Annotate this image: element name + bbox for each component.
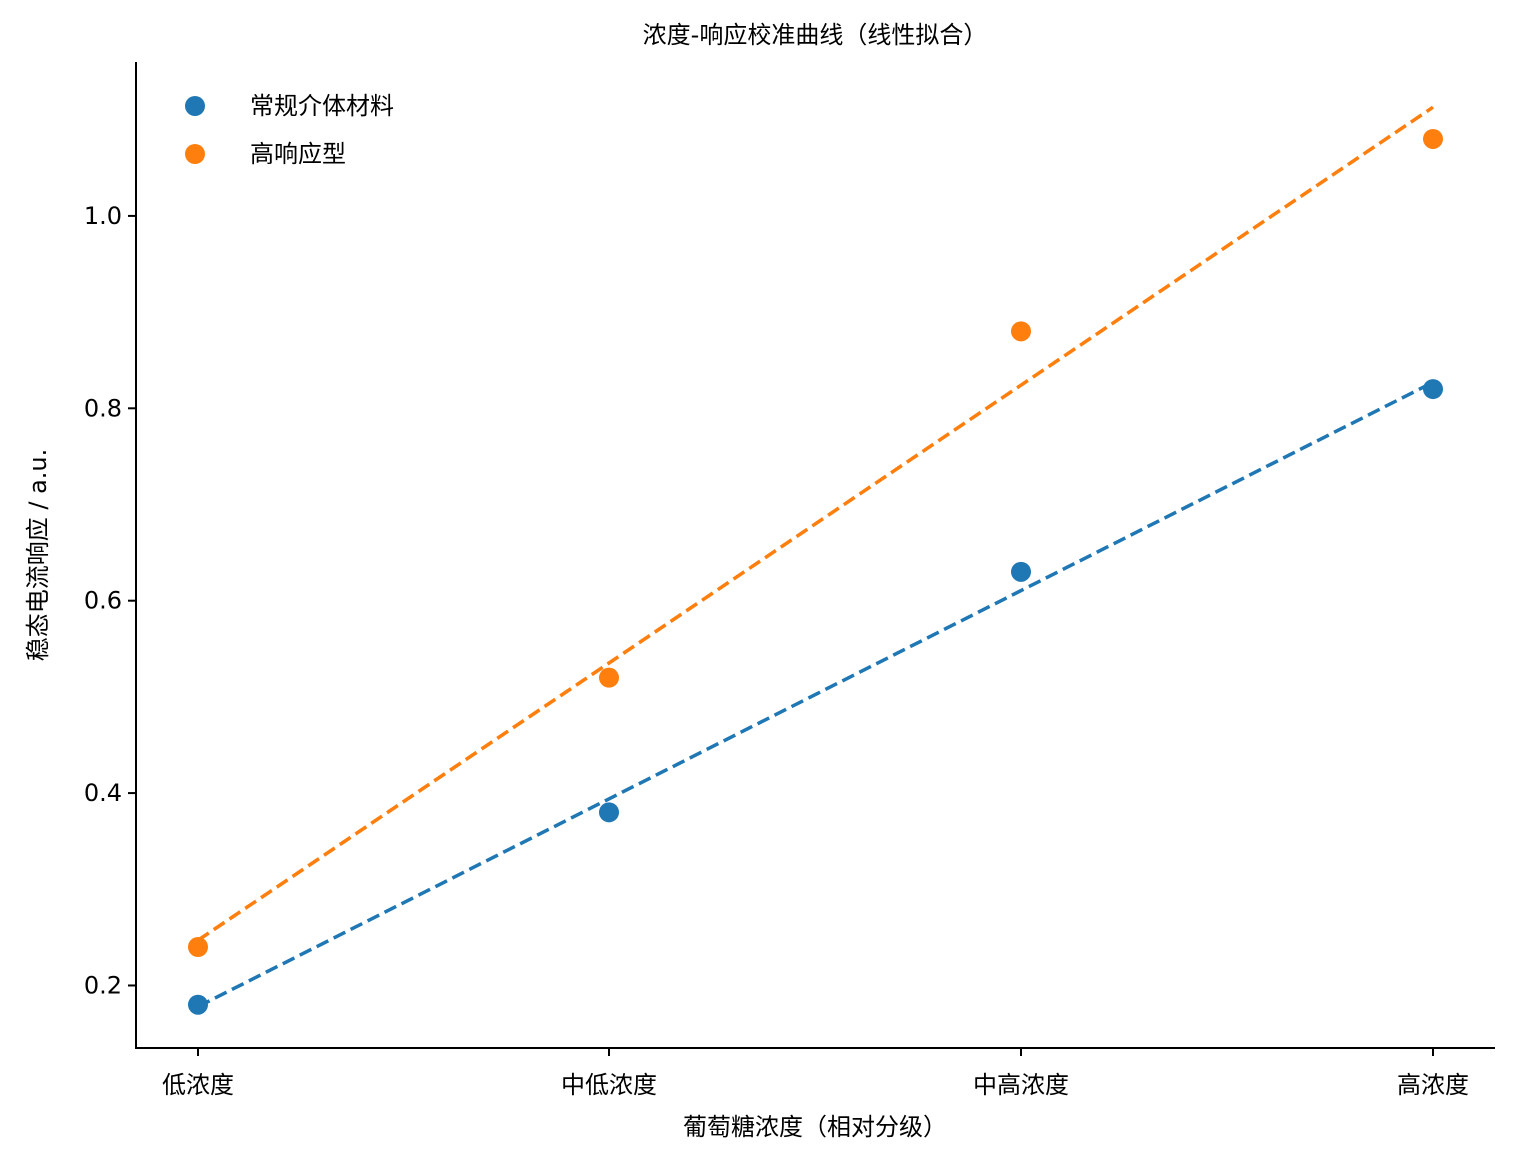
y-axis-label: 稳态电流响应 / a.u. <box>24 449 52 662</box>
y-tick-label: 0.4 <box>84 779 122 807</box>
data-point-s1-3 <box>1423 128 1443 149</box>
x-tick-label: 中低浓度 <box>561 1071 657 1099</box>
y-tick-label: 1.0 <box>84 202 122 230</box>
legend-label-1: 高响应型 <box>250 140 346 168</box>
x-axis-label: 葡萄糖浓度（相对分级） <box>683 1113 947 1141</box>
x-tick-label: 高浓度 <box>1397 1071 1469 1099</box>
data-point-s0-3 <box>1423 379 1443 400</box>
data-point-s0-0 <box>188 994 208 1015</box>
fit-line-0 <box>197 380 1434 1009</box>
x-tick-label: 中高浓度 <box>973 1071 1069 1099</box>
data-point-s1-1 <box>599 667 619 688</box>
data-point-s1-2 <box>1011 321 1031 342</box>
legend-marker-0 <box>185 96 205 116</box>
y-tick-label: 0.8 <box>84 394 122 422</box>
fit-lines <box>197 105 1434 1009</box>
chart-title: 浓度-响应校准曲线（线性拟合） <box>643 21 988 49</box>
legend-label-0: 常规介体材料 <box>250 92 394 120</box>
y-tick-label: 0.2 <box>84 971 122 999</box>
fit-line-1 <box>197 105 1434 942</box>
y-tick-label: 0.6 <box>84 587 122 615</box>
data-point-s0-1 <box>599 802 619 823</box>
legend-marker-1 <box>185 144 205 164</box>
y-ticks: 0.2 0.4 0.6 0.8 1.0 <box>84 202 136 999</box>
x-tick-label: 低浓度 <box>162 1071 234 1099</box>
data-points <box>188 128 1443 1015</box>
data-point-s0-2 <box>1011 561 1031 582</box>
x-ticks: 低浓度 中低浓度 中高浓度 高浓度 <box>162 1048 1469 1099</box>
data-point-s1-0 <box>188 936 208 957</box>
